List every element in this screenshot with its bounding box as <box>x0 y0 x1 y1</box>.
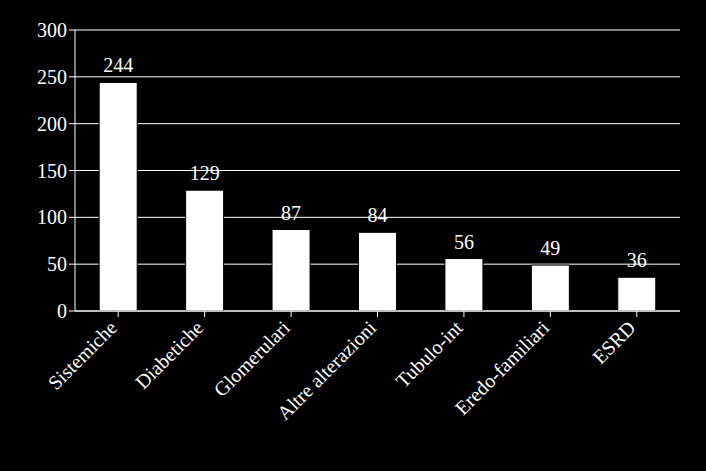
svg-text:56: 56 <box>454 231 474 253</box>
svg-text:50: 50 <box>47 253 67 275</box>
svg-text:244: 244 <box>103 54 133 76</box>
svg-text:ESRD: ESRD <box>588 316 640 368</box>
svg-text:36: 36 <box>627 249 647 271</box>
svg-text:49: 49 <box>540 237 560 259</box>
svg-text:Eredo-familiari: Eredo-familiari <box>450 316 553 419</box>
svg-text:84: 84 <box>367 204 387 226</box>
svg-text:150: 150 <box>37 160 67 182</box>
svg-text:Tubulo-int: Tubulo-int <box>391 316 467 392</box>
svg-text:0: 0 <box>57 300 67 322</box>
svg-text:Diabetiche: Diabetiche <box>131 316 208 393</box>
svg-text:Altre alterazioni: Altre alterazioni <box>272 316 380 424</box>
svg-text:250: 250 <box>37 66 67 88</box>
svg-text:Sistemiche: Sistemiche <box>43 316 121 394</box>
svg-text:129: 129 <box>190 162 220 184</box>
svg-text:100: 100 <box>37 206 67 228</box>
svg-text:87: 87 <box>281 202 301 224</box>
svg-text:Glomerulari: Glomerulari <box>209 316 294 401</box>
svg-text:200: 200 <box>37 113 67 135</box>
svg-text:300: 300 <box>37 19 67 41</box>
